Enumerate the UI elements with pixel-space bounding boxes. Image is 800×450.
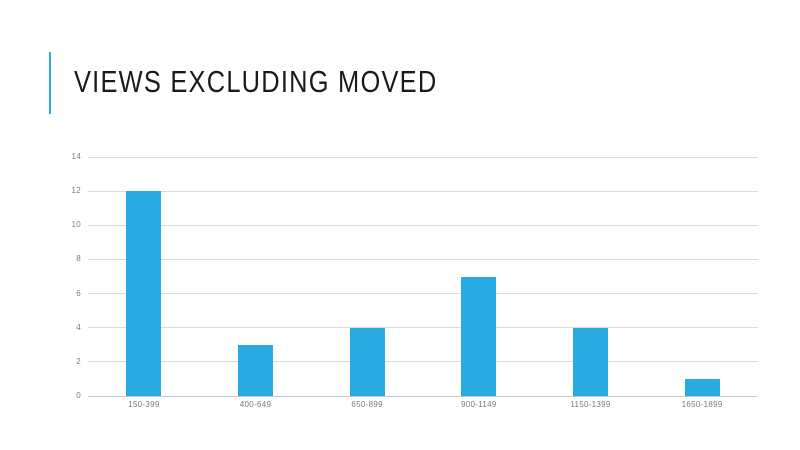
bar [126, 191, 162, 396]
x-tick-label: 1650-1899 [681, 400, 723, 409]
bar [461, 276, 497, 396]
y-tick-label: 14 [71, 152, 81, 161]
y-tick-label: 6 [76, 288, 81, 298]
x-tick-label: 400-649 [239, 400, 272, 409]
y-tick-label: 10 [71, 220, 81, 230]
y-tick-label: 4 [76, 322, 81, 332]
bar [684, 378, 720, 396]
gridline [88, 156, 758, 158]
gridline [88, 293, 758, 295]
y-tick-label: 12 [71, 186, 81, 196]
title-accent-bar [49, 52, 51, 114]
bar-chart: 0 2 4 6 8 10 12 14 150-399 400-649 650-899 900-1149… [72, 152, 758, 409]
x-tick-label: 650-899 [351, 400, 383, 409]
gridline [88, 361, 758, 363]
x-tick-label: 150-399 [128, 400, 160, 409]
y-tick-label: 2 [76, 356, 81, 366]
y-tick-label: 0 [76, 391, 81, 400]
gridline [88, 190, 758, 192]
plot-area: 0 2 4 6 8 10 12 14 150-399 400-649 650-899 900-1149… [72, 152, 758, 409]
gridline [88, 258, 758, 260]
x-tick-label: 900-1149 [461, 400, 497, 409]
bar [349, 327, 385, 396]
y-tick-label: 8 [76, 254, 81, 264]
x-axis-line [88, 395, 758, 397]
page-title: VIEWS EXCLUDING MOVED [74, 64, 438, 99]
bar [573, 327, 608, 396]
gridline [88, 224, 758, 226]
x-tick-label: 1150-1399 [570, 400, 611, 409]
bar [238, 344, 273, 396]
gridline [88, 327, 758, 329]
